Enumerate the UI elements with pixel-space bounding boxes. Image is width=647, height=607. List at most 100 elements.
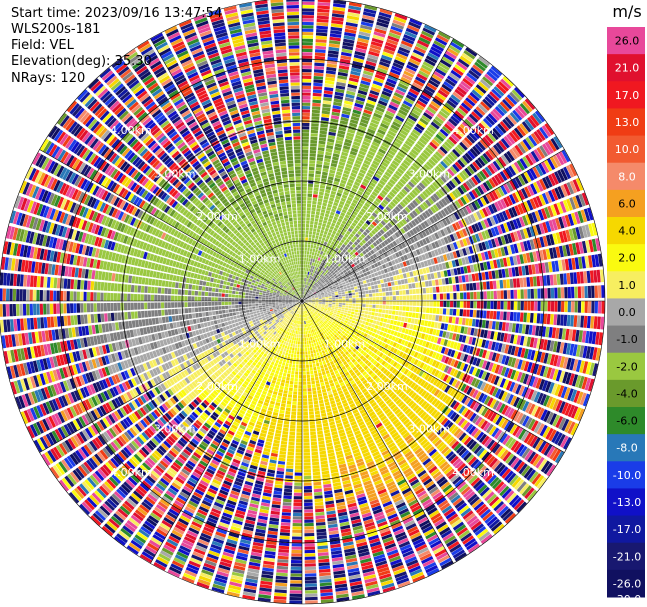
velocity-gate bbox=[399, 322, 404, 327]
velocity-gate bbox=[346, 211, 352, 216]
velocity-gate bbox=[459, 171, 467, 181]
velocity-gate bbox=[396, 295, 400, 300]
velocity-gate bbox=[308, 176, 314, 181]
velocity-gate bbox=[563, 273, 568, 285]
velocity-gate bbox=[454, 64, 466, 74]
velocity-gate bbox=[345, 22, 358, 28]
velocity-gate bbox=[337, 249, 342, 254]
velocity-gate bbox=[367, 128, 376, 135]
velocity-gate bbox=[345, 293, 349, 296]
velocity-gate bbox=[390, 25, 403, 33]
velocity-gate bbox=[309, 283, 312, 287]
velocity-gate bbox=[476, 291, 481, 300]
velocity-gate bbox=[304, 274, 306, 278]
velocity-gate bbox=[379, 305, 383, 309]
velocity-gate bbox=[326, 141, 334, 146]
velocity-gate bbox=[302, 102, 311, 106]
velocity-gate bbox=[306, 278, 308, 282]
velocity-gate bbox=[311, 269, 314, 273]
velocity-gate bbox=[441, 143, 451, 152]
velocity-gate bbox=[457, 58, 470, 68]
velocity-gate bbox=[385, 305, 390, 310]
velocity-gate bbox=[315, 249, 318, 253]
velocity-gate bbox=[369, 301, 373, 304]
velocity-gate bbox=[347, 8, 361, 14]
velocity-gate bbox=[321, 275, 325, 279]
velocity-gate bbox=[377, 182, 384, 189]
velocity-gate bbox=[347, 288, 351, 291]
velocity-gate bbox=[335, 139, 343, 145]
velocity-gate bbox=[404, 97, 415, 105]
velocity-gate bbox=[409, 301, 413, 306]
velocity-gate bbox=[325, 189, 331, 194]
velocity-gate bbox=[431, 73, 443, 83]
velocity-gate bbox=[437, 148, 446, 157]
velocity-gate bbox=[394, 315, 399, 321]
velocity-gate bbox=[311, 273, 314, 277]
velocity-gate bbox=[381, 119, 391, 127]
velocity-gate bbox=[351, 243, 356, 249]
velocity-gate bbox=[433, 272, 438, 279]
velocity-gate bbox=[325, 280, 329, 283]
velocity-gate bbox=[462, 309, 467, 317]
velocity-gate bbox=[343, 35, 356, 41]
velocity-gate bbox=[454, 161, 463, 171]
velocity-gate bbox=[459, 284, 463, 292]
velocity-gate bbox=[384, 84, 395, 91]
velocity-gate bbox=[477, 103, 488, 114]
velocity-gate bbox=[353, 141, 361, 147]
velocity-gate bbox=[407, 317, 412, 323]
velocity-gate bbox=[421, 313, 426, 320]
velocity-gate bbox=[343, 241, 348, 246]
velocity-gate bbox=[392, 217, 398, 224]
velocity-gate bbox=[398, 311, 403, 316]
velocity-gate bbox=[517, 301, 521, 311]
velocity-gate bbox=[328, 172, 335, 178]
velocity-gate bbox=[499, 311, 504, 320]
velocity-gate bbox=[380, 177, 388, 183]
velocity-gate bbox=[497, 123, 507, 134]
velocity-gate bbox=[305, 288, 307, 292]
velocity-gate bbox=[321, 368, 325, 372]
velocity-gate bbox=[378, 11, 392, 19]
velocity-gate bbox=[391, 160, 400, 167]
velocity-gate bbox=[335, 265, 339, 270]
velocity-gate bbox=[500, 290, 504, 299]
velocity-gate bbox=[356, 156, 364, 162]
velocity-gate bbox=[419, 168, 427, 176]
velocity-gate bbox=[320, 251, 324, 255]
velocity-gate bbox=[311, 116, 320, 120]
velocity-gate bbox=[330, 275, 335, 279]
velocity-gate bbox=[312, 231, 316, 235]
velocity-gate bbox=[321, 247, 325, 252]
velocity-gate bbox=[319, 130, 327, 135]
velocity-gate bbox=[338, 161, 346, 167]
velocity-gate bbox=[358, 319, 363, 324]
velocity-gate bbox=[332, 304, 336, 306]
velocity-gate bbox=[487, 148, 497, 159]
velocity-gate bbox=[339, 120, 348, 125]
velocity-gate bbox=[390, 162, 398, 170]
velocity-gate bbox=[334, 224, 340, 229]
velocity-gate bbox=[405, 27, 419, 36]
velocity-gate bbox=[331, 294, 335, 296]
velocity-gate bbox=[430, 46, 443, 55]
velocity-gate bbox=[418, 313, 423, 319]
velocity-gate bbox=[381, 161, 389, 168]
velocity-gate bbox=[411, 283, 416, 289]
velocity-gate bbox=[302, 133, 309, 137]
velocity-gate bbox=[302, 42, 313, 46]
velocity-gate bbox=[332, 156, 339, 161]
velocity-gate bbox=[550, 314, 554, 325]
velocity-gate bbox=[317, 268, 320, 272]
velocity-gate bbox=[399, 43, 412, 51]
velocity-gate bbox=[593, 316, 598, 329]
velocity-gate bbox=[325, 275, 329, 279]
velocity-gate bbox=[305, 224, 310, 228]
velocity-gate bbox=[375, 292, 379, 297]
velocity-gate bbox=[309, 156, 316, 161]
velocity-gate bbox=[376, 67, 388, 74]
velocity-gate bbox=[326, 145, 334, 150]
velocity-gate bbox=[345, 25, 358, 31]
velocity-gate bbox=[352, 210, 358, 216]
